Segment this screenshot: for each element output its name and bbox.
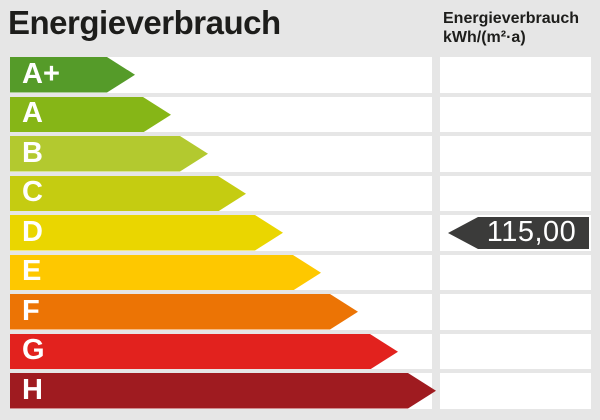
energy-class-letter: B [22,136,43,169]
arrow-shape-icon [10,96,171,132]
value-column-cell [440,175,591,211]
energy-class-arrow: F [10,294,358,330]
energy-class-letter: A+ [22,57,60,90]
arrow-shape-icon [10,294,358,330]
unit-header-line2: kWh/(m²·a) [443,29,526,46]
arrow-shape-icon [10,175,246,211]
value-pointer-icon [448,216,589,249]
value-column-cell [440,294,591,330]
energy-class-letter: F [22,294,40,327]
energy-class-letter: H [22,373,43,406]
energy-class-letter: G [22,334,45,367]
value-column-cell [440,57,591,93]
energy-class-letter: A [22,97,43,130]
arrow-shape-icon [10,254,321,290]
value-column-cell [440,254,591,290]
energy-class-letter: C [22,176,43,209]
value-column-cell [440,96,591,132]
energy-class-arrow: E [10,254,321,290]
page-title: Energieverbrauch [8,4,281,41]
arrow-shape-icon [10,57,135,93]
unit-column-header: Energieverbrauch kWh/(m²·a) [443,9,579,47]
arrow-shape-icon [10,215,283,251]
unit-header-line1: Energieverbrauch [443,10,580,27]
arrow-shape-icon [10,373,436,409]
energy-class-arrow: A [10,96,171,132]
value-badge: 115,00 [448,216,589,249]
energy-class-letter: E [22,255,42,288]
energy-class-arrow: C [10,175,246,211]
value-badge-text: 115,00 [486,216,577,249]
value-column-cell [440,373,591,409]
arrow-shape-icon [10,333,398,369]
energy-class-arrow: A+ [10,57,135,93]
arrow-shape-icon [10,136,208,172]
energy-class-arrow: H [10,373,436,409]
value-column-cell [440,333,591,369]
energy-class-letter: D [22,215,43,248]
energy-class-arrow: D [10,215,283,251]
energy-class-arrow: G [10,333,398,369]
energy-class-arrow: B [10,136,208,172]
value-column-cell [440,136,591,172]
